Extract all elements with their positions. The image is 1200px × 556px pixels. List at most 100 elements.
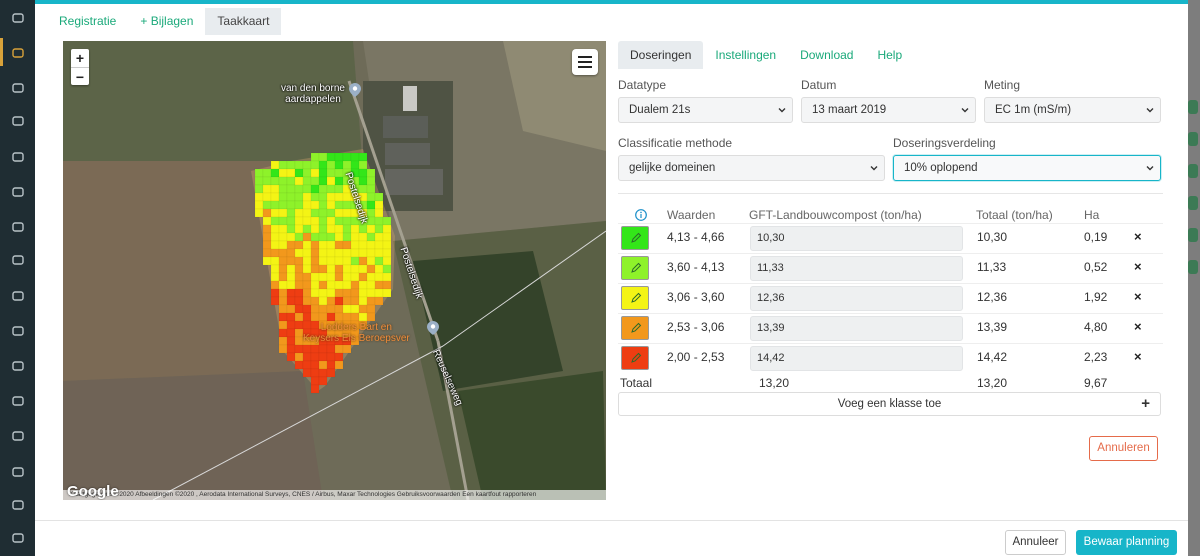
dosage-cell: [350, 160, 360, 170]
car-icon[interactable]: [10, 428, 26, 444]
tractor-icon[interactable]: [10, 184, 26, 200]
class-total: 14,42: [977, 350, 1008, 364]
dosage-cell: [326, 192, 336, 202]
dosage-cell: [326, 256, 336, 266]
tab-bijlagen[interactable]: + Bijlagen: [140, 14, 194, 28]
tab-doseringen[interactable]: Doseringen: [618, 41, 704, 69]
building-icon[interactable]: [10, 497, 26, 513]
dosage-cell: [326, 272, 336, 282]
dosage-cell: [294, 288, 304, 298]
dosage-cell: [294, 320, 304, 330]
classificatie-select[interactable]: gelijke domeinen: [618, 155, 885, 181]
class-ha: 4,80: [1084, 320, 1108, 334]
barn-icon[interactable]: [10, 252, 26, 268]
color-swatch[interactable]: [621, 316, 649, 340]
dosage-cell: [278, 192, 288, 202]
dosage-cell: [310, 176, 320, 186]
color-swatch[interactable]: [621, 256, 649, 280]
dosage-cell: [278, 280, 288, 290]
basket-icon[interactable]: [10, 80, 26, 96]
map-menu-button[interactable]: [572, 49, 598, 75]
dosage-cell: [326, 344, 336, 354]
dosage-cell: [294, 280, 304, 290]
tab-download[interactable]: Download: [800, 48, 854, 62]
remove-class-button[interactable]: ×: [1134, 349, 1142, 364]
dosage-cell: [270, 208, 280, 218]
dosage-cell: [366, 312, 376, 322]
dosage-cell: [270, 200, 280, 210]
datatype-label: Datatype: [618, 78, 667, 92]
shield-icon[interactable]: [10, 358, 26, 374]
dosage-cell: [302, 192, 312, 202]
dosage-cell: [310, 240, 320, 250]
dose-input[interactable]: 11,33: [750, 256, 963, 281]
add-class-button[interactable]: Voeg een klasse toe +: [618, 392, 1161, 416]
dosage-cell: [358, 160, 368, 170]
dosage-cell: [294, 328, 304, 338]
tab-help[interactable]: Help: [877, 48, 903, 62]
tab-instellingen[interactable]: Instellingen: [715, 48, 777, 62]
satellite-map[interactable]: + − van den borne aardappelen Postelsedi…: [63, 41, 606, 500]
dose-input[interactable]: 10,30: [750, 226, 963, 251]
dosage-cell: [366, 280, 376, 290]
tab-taakkaart[interactable]: Taakkaart: [205, 8, 282, 35]
dosage-cell: [310, 360, 320, 370]
layers-icon[interactable]: [10, 149, 26, 165]
dosage-cell: [294, 304, 304, 314]
map-label-poi: Lodders Bart en Keysers Els Beroepsver: [303, 322, 410, 344]
link-icon[interactable]: [10, 464, 26, 480]
dosage-cell: [358, 288, 368, 298]
dosage-cell: [286, 192, 296, 202]
gauge-icon[interactable]: [10, 10, 26, 26]
map-icon[interactable]: [10, 113, 26, 129]
zoom-out-button[interactable]: −: [71, 67, 89, 85]
remove-class-button[interactable]: ×: [1134, 289, 1142, 304]
doseringsverdeling-select[interactable]: 10% oplopend: [893, 155, 1161, 181]
color-swatch[interactable]: [621, 346, 649, 370]
totals-label: Totaal: [620, 376, 653, 390]
cancel-button[interactable]: Annuleer: [1005, 530, 1066, 555]
leaf-icon[interactable]: [10, 219, 26, 235]
meting-select[interactable]: EC 1m (mS/m): [984, 97, 1161, 123]
dosage-cell: [374, 280, 384, 290]
dosage-cell: [366, 184, 376, 194]
dosage-cell: [302, 224, 312, 234]
dosage-cell: [302, 312, 312, 322]
dosage-cell: [318, 368, 328, 378]
cancel-dosage-button[interactable]: Annuleren: [1089, 436, 1158, 461]
color-swatch[interactable]: [621, 286, 649, 310]
tab-registratie[interactable]: Registratie: [59, 14, 117, 28]
header-product: GFT-Landbouwcompost (ton/ha): [749, 208, 922, 222]
dosage-cell: [310, 192, 320, 202]
dosage-cell: [310, 352, 320, 362]
folder-icon[interactable]: [10, 393, 26, 409]
datatype-select[interactable]: Dualem 21s: [618, 97, 793, 123]
dosage-cell: [294, 168, 304, 178]
remove-class-button[interactable]: ×: [1134, 259, 1142, 274]
box-icon[interactable]: [10, 323, 26, 339]
dosage-cell: [270, 296, 280, 306]
pencil-icon: [631, 322, 642, 333]
pencil-icon[interactable]: [10, 45, 26, 61]
remove-class-button[interactable]: ×: [1134, 229, 1142, 244]
dose-input[interactable]: 12,36: [750, 286, 963, 311]
zoom-in-button[interactable]: +: [75, 50, 85, 66]
dosage-cell: [310, 344, 320, 354]
dosage-cell: [334, 216, 344, 226]
gear-icon[interactable]: [10, 530, 26, 546]
dosage-cell: [342, 248, 352, 258]
color-swatch[interactable]: [621, 226, 649, 250]
dosage-cell: [374, 272, 384, 282]
dosage-cell: [326, 280, 336, 290]
dosage-cell: [294, 200, 304, 210]
datum-select[interactable]: 13 maart 2019: [801, 97, 976, 123]
save-planning-button[interactable]: Bewaar planning: [1076, 530, 1177, 555]
dose-input[interactable]: 14,42: [750, 346, 963, 371]
dose-input[interactable]: 13,39: [750, 316, 963, 341]
dosage-cell: [366, 248, 376, 258]
dosage-cell: [302, 360, 312, 370]
truck-icon[interactable]: [10, 288, 26, 304]
header-ha: Ha: [1084, 208, 1100, 222]
remove-class-button[interactable]: ×: [1134, 319, 1142, 334]
info-icon[interactable]: [635, 209, 647, 221]
